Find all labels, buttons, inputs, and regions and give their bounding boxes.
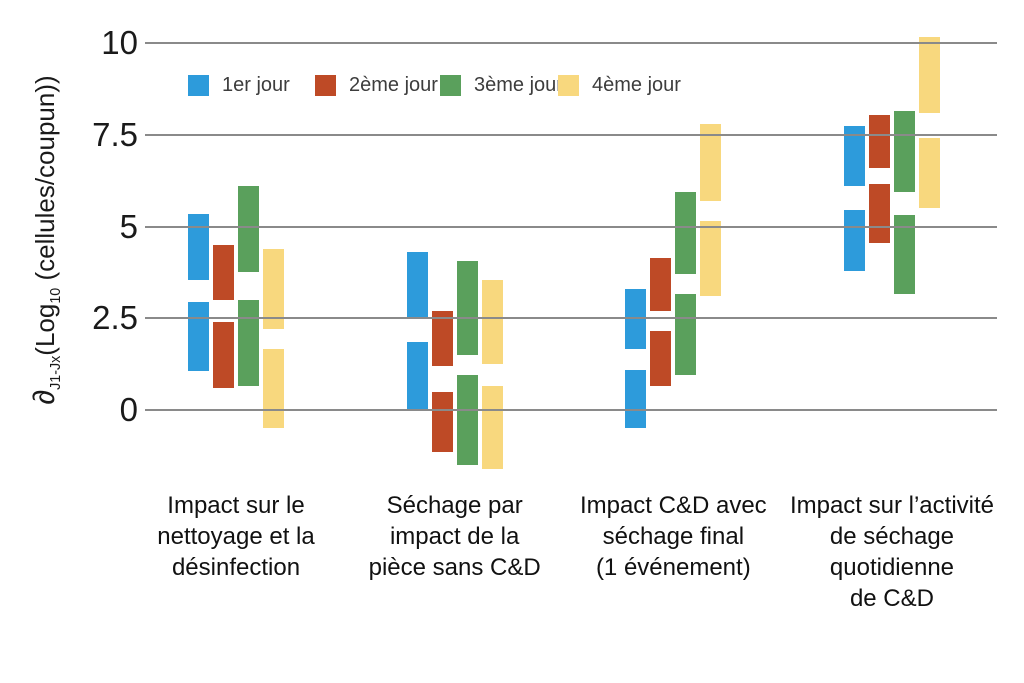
legend-item: 3ème jour (440, 74, 563, 97)
bar-segment-upper (213, 244, 234, 300)
x-category-label: Impact sur le nettoyage et la désinfecti… (157, 492, 315, 581)
legend-item: 1er jour (188, 74, 290, 97)
bar-segment-lower (263, 349, 284, 429)
bar-segment-lower (456, 375, 478, 466)
y-axis-title-log-subscript: 10 (48, 287, 65, 304)
bar-segment-upper (481, 279, 503, 365)
bar-segment-upper (456, 261, 478, 355)
y-axis-title: ∂J1-Jx(Log10 (cellules/coupun)) (28, 75, 64, 404)
bar-segment-lower (213, 321, 234, 388)
y-tick-label: 2.5 (92, 299, 138, 337)
bar-segment-upper (188, 213, 209, 280)
gridline (145, 42, 997, 44)
legend-item: 4ème jour (558, 74, 681, 97)
x-category-label: Impact sur l’activité de séchage quotidi… (789, 492, 994, 612)
bar-segment-upper (650, 257, 672, 311)
gridline (145, 317, 997, 320)
legend-swatch (558, 75, 579, 96)
legend-swatch (315, 75, 336, 96)
bar-segment-lower (843, 209, 865, 271)
y-tick-label: 7.5 (92, 115, 138, 153)
bar-segment-upper (406, 252, 428, 319)
bar-segment-lower (868, 184, 890, 243)
x-category-label: Impact C&D avec séchage final (1 événeme… (579, 492, 767, 581)
bar-segment-upper (675, 191, 697, 275)
y-tick-label: 0 (119, 391, 138, 428)
legend-label: 2ème jour (349, 74, 438, 96)
y-tick-label: 10 (101, 24, 138, 61)
bar-segment-upper (431, 310, 453, 366)
partial-derivative-symbol: ∂ (27, 389, 61, 405)
bar-segment-lower (650, 331, 672, 387)
legend-label: 3ème jour (474, 74, 563, 96)
legend-swatch (188, 75, 209, 96)
y-axis-title-log: (Log (29, 303, 60, 356)
bar-segment-lower (431, 391, 453, 453)
y-axis-title-units: (cellules/coupun)) (29, 75, 60, 288)
legend-item: 2ème jour (315, 74, 438, 97)
x-category-label: Séchage par impact de la pièce sans C&D (368, 492, 541, 581)
legend-swatch (440, 75, 461, 96)
bar-segment-lower (675, 294, 697, 376)
bar-segment-upper (263, 248, 284, 330)
bar-segment-lower (700, 220, 722, 297)
gridline (145, 409, 997, 411)
legend-label: 4ème jour (592, 74, 681, 96)
y-axis-title-subscript: J1-Jx (48, 355, 65, 390)
y-tick-label: 5 (119, 207, 138, 245)
bar-segment-lower (406, 342, 428, 410)
bar-segment-lower (893, 215, 915, 295)
gridline (145, 225, 997, 228)
bar-segment-lower (188, 301, 209, 372)
bar-segment-upper (700, 123, 722, 201)
bar-segment-upper (918, 37, 940, 113)
gridline (145, 133, 997, 136)
bar-segment-upper (238, 186, 259, 273)
bar-segment-upper (843, 125, 865, 187)
bar-segment-upper (868, 114, 890, 168)
legend-label: 1er jour (222, 74, 290, 96)
bar-segment-lower (625, 369, 647, 429)
bar-segment-lower (918, 138, 940, 209)
bar-segment-lower (481, 386, 503, 469)
bar-segment-lower (238, 299, 259, 387)
bar-segment-upper (893, 110, 915, 192)
